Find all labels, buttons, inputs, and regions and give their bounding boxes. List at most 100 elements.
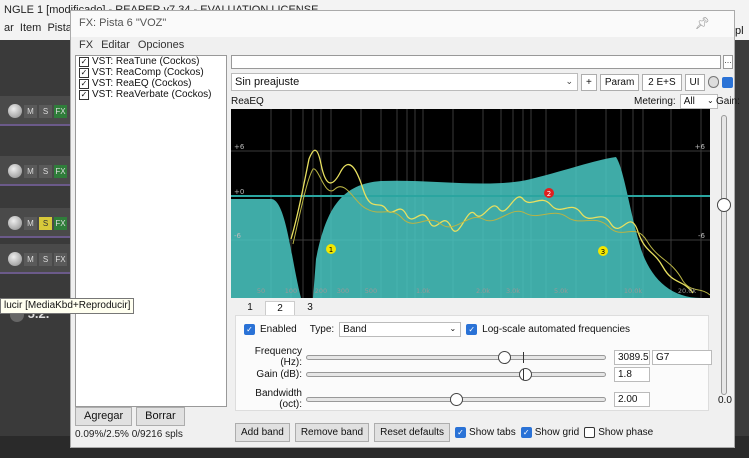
frequency-thumb[interactable] bbox=[498, 351, 511, 364]
reaper-right-edge: pl bbox=[735, 22, 749, 40]
volume-knob-icon[interactable] bbox=[8, 104, 22, 118]
add-band-button[interactable]: Add band bbox=[235, 423, 290, 442]
track-row[interactable]: M S FX bbox=[0, 156, 70, 186]
mute-button[interactable]: M bbox=[24, 165, 37, 178]
checkbox-checked-icon[interactable]: ✓ bbox=[79, 57, 89, 67]
freq-label: 20.0k bbox=[678, 287, 696, 295]
volume-knob-icon[interactable] bbox=[8, 164, 22, 178]
metering-select[interactable]: All ⌄ bbox=[680, 94, 718, 109]
band-type-select[interactable]: Band ⌄ bbox=[339, 322, 461, 337]
preset-select[interactable]: Sin preajuste ⌄ bbox=[231, 73, 578, 91]
log-scale-checkbox[interactable]: ✓ bbox=[466, 324, 477, 335]
ui-button[interactable]: UI bbox=[685, 74, 705, 91]
fx-item-reaeq[interactable]: ✓ VST: ReaEQ (Cockos) bbox=[76, 78, 226, 89]
show-phase-checkbox[interactable] bbox=[584, 427, 595, 438]
menu-item-pista[interactable]: Pista bbox=[47, 22, 71, 34]
remove-band-button[interactable]: Remove band bbox=[295, 423, 369, 442]
eq-graph-svg: +6 +0 -6 +6 -6 50 100 200 300 500 1.0k 2… bbox=[231, 109, 710, 298]
track-row[interactable]: M S FX bbox=[0, 96, 70, 126]
band-gain-value[interactable]: 1.8 bbox=[614, 367, 650, 382]
frequency-value[interactable]: 3089.5 bbox=[614, 350, 650, 365]
power-icon[interactable] bbox=[708, 76, 720, 88]
menu-item-item[interactable]: Item bbox=[20, 22, 41, 34]
fx-menu-bar: FX Editar Opciones bbox=[71, 37, 734, 55]
fx-button[interactable]: FX bbox=[54, 165, 67, 178]
slider-default-tick bbox=[523, 352, 524, 363]
track-row[interactable]: M S FX bbox=[0, 208, 70, 238]
fx-item-reaverbate[interactable]: ✓ VST: ReaVerbate (Cockos) bbox=[76, 89, 226, 100]
tab-band-2[interactable]: 2 bbox=[265, 301, 295, 315]
io-button[interactable]: 2 E+S bbox=[642, 74, 681, 91]
log-scale-label: Log-scale automated frequencies bbox=[482, 324, 630, 335]
fx-button[interactable]: FX bbox=[54, 253, 67, 266]
frequency-note[interactable]: G7 bbox=[652, 350, 712, 365]
show-tabs-option[interactable]: ✓ Show tabs bbox=[455, 427, 516, 438]
volume-knob-icon[interactable] bbox=[8, 252, 22, 266]
band-2-number: 2 bbox=[547, 190, 551, 198]
band-gain-slider[interactable] bbox=[306, 372, 606, 377]
add-fx-button[interactable]: Agregar bbox=[75, 407, 132, 426]
fx-item-reacomp[interactable]: ✓ VST: ReaComp (Cockos) bbox=[76, 67, 226, 78]
metering-control: Metering: All ⌄ bbox=[634, 94, 718, 109]
tab-band-1[interactable]: 1 bbox=[235, 301, 265, 315]
band-options: ✓ Enabled Type: Band ⌄ ✓ Log-scale autom… bbox=[244, 322, 630, 337]
solo-button[interactable]: S bbox=[39, 165, 52, 178]
solo-button[interactable]: S bbox=[39, 105, 52, 118]
show-grid-option[interactable]: ✓ Show grid bbox=[521, 427, 579, 438]
band-3-number: 3 bbox=[601, 248, 605, 256]
more-options-button[interactable]: … bbox=[723, 55, 733, 69]
solo-button[interactable]: S bbox=[39, 253, 52, 266]
plugin-name: ReaEQ bbox=[231, 96, 264, 107]
fx-button[interactable]: FX bbox=[54, 217, 67, 230]
mute-button[interactable]: M bbox=[24, 253, 37, 266]
show-phase-option[interactable]: Show phase bbox=[584, 427, 653, 438]
frequency-slider[interactable] bbox=[306, 355, 606, 360]
freq-label: 300 bbox=[337, 287, 349, 295]
bandwidth-value[interactable]: 2.00 bbox=[614, 392, 650, 407]
cpu-status: 0.09%/2.5% 0/9216 spls bbox=[75, 429, 183, 440]
output-gain-thumb[interactable] bbox=[717, 198, 731, 212]
bandwidth-thumb[interactable] bbox=[450, 393, 463, 406]
menu-opciones[interactable]: Opciones bbox=[138, 39, 184, 53]
show-grid-checkbox[interactable]: ✓ bbox=[521, 427, 532, 438]
bottom-toolbar: Add band Remove band Reset defaults ✓ Sh… bbox=[235, 423, 653, 442]
preset-value: Sin preajuste bbox=[235, 76, 299, 88]
checkbox-checked-icon[interactable]: ✓ bbox=[79, 90, 89, 100]
checkbox-checked-icon[interactable]: ✓ bbox=[79, 68, 89, 78]
menu-fx[interactable]: FX bbox=[79, 39, 93, 53]
param-button[interactable]: Param bbox=[600, 74, 639, 91]
solo-button[interactable]: S bbox=[39, 217, 52, 230]
mute-button[interactable]: M bbox=[24, 105, 37, 118]
chevron-down-icon: ⌄ bbox=[449, 324, 456, 333]
eq-graph[interactable]: +6 +0 -6 +6 -6 50 100 200 300 500 1.0k 2… bbox=[231, 109, 710, 298]
tab-band-3[interactable]: 3 bbox=[295, 301, 325, 315]
output-gain-slider[interactable] bbox=[721, 115, 727, 395]
bandwidth-slider[interactable] bbox=[306, 397, 606, 402]
bypass-checkbox[interactable] bbox=[722, 77, 733, 88]
add-preset-button[interactable]: + bbox=[581, 74, 597, 91]
menu-editar[interactable]: Editar bbox=[101, 39, 130, 53]
tooltip: lucir [MediaKbd+Reproducir] bbox=[0, 298, 134, 314]
tooltip-text: lucir [MediaKbd+Reproducir] bbox=[4, 300, 130, 311]
pin-icon[interactable]: 📌︎ bbox=[695, 16, 710, 30]
track-row[interactable]: M S FX bbox=[0, 244, 70, 274]
volume-knob-icon[interactable] bbox=[8, 216, 22, 230]
db-label: +6 bbox=[234, 143, 245, 151]
plugin-area: … Sin preajuste ⌄ + Param 2 E+S UI ReaEQ… bbox=[231, 55, 733, 445]
freq-label: 50 bbox=[257, 287, 265, 295]
band-gain-thumb[interactable] bbox=[519, 368, 532, 381]
mute-button[interactable]: M bbox=[24, 217, 37, 230]
fx-button[interactable]: FX bbox=[54, 105, 67, 118]
remove-fx-button[interactable]: Borrar bbox=[136, 407, 185, 426]
fx-window: FX: Pista 6 "VOZ" 📌︎ FX Editar Opciones … bbox=[70, 10, 735, 448]
preset-name-field[interactable] bbox=[231, 55, 721, 69]
fx-item-reatune[interactable]: ✓ VST: ReaTune (Cockos) bbox=[76, 56, 226, 67]
show-tabs-checkbox[interactable]: ✓ bbox=[455, 427, 466, 438]
type-label: Type: bbox=[310, 324, 334, 335]
checkbox-checked-icon[interactable]: ✓ bbox=[79, 79, 89, 89]
reset-defaults-button[interactable]: Reset defaults bbox=[374, 423, 450, 442]
fx-chain-list[interactable]: ✓ VST: ReaTune (Cockos) ✓ VST: ReaComp (Co… bbox=[75, 55, 227, 407]
enabled-checkbox[interactable]: ✓ bbox=[244, 324, 255, 335]
menu-item-ar[interactable]: ar bbox=[4, 22, 14, 34]
